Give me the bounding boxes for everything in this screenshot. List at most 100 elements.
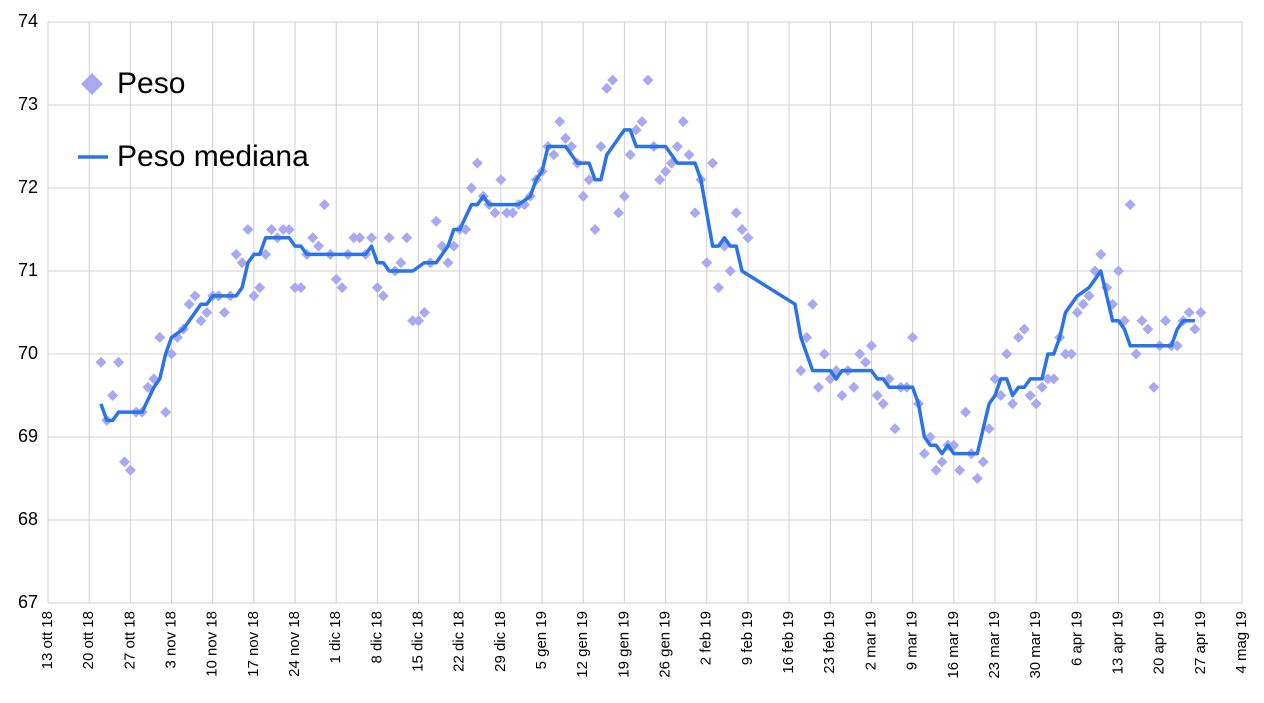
x-tick-label: 8 dic 18: [368, 611, 385, 664]
data-point: [977, 456, 989, 468]
data-point: [218, 307, 230, 318]
data-point: [507, 207, 519, 219]
x-tick-label: 12 gen 19: [574, 611, 591, 678]
x-tick-label: 10 nov 18: [204, 611, 221, 677]
data-point: [630, 124, 642, 136]
y-tick-label: 67: [18, 592, 38, 612]
data-point: [413, 315, 425, 327]
data-point: [707, 157, 719, 169]
data-point: [465, 182, 477, 194]
data-point: [548, 149, 560, 161]
data-point: [254, 282, 266, 294]
data-point: [936, 456, 948, 468]
data-point: [495, 174, 507, 186]
data-point: [154, 331, 166, 343]
data-point: [560, 132, 572, 144]
data-point: [124, 464, 136, 476]
x-tick-label: 9 mar 19: [904, 611, 921, 670]
data-point: [330, 273, 342, 285]
data-point: [607, 74, 619, 86]
data-point: [1095, 248, 1107, 260]
data-point: [318, 199, 330, 211]
x-tick-label: 5 gen 19: [533, 611, 550, 669]
x-tick-label: 26 gen 19: [657, 611, 674, 678]
data-point: [589, 224, 601, 235]
data-point: [118, 456, 130, 468]
data-point: [489, 207, 501, 219]
data-point: [1142, 323, 1154, 335]
data-point: [401, 232, 413, 244]
data-point: [683, 149, 695, 161]
data-point: [795, 365, 807, 377]
data-point: [854, 348, 866, 360]
data-point: [1124, 199, 1136, 211]
data-point: [860, 356, 872, 368]
data-point: [624, 149, 636, 161]
data-point: [1001, 348, 1013, 360]
data-point: [354, 232, 366, 244]
data-point: [807, 298, 819, 310]
data-point: [1042, 373, 1054, 385]
x-tick-label: 3 nov 18: [162, 611, 179, 669]
legend-label: Peso mediana: [117, 140, 309, 173]
data-point: [1160, 315, 1172, 327]
data-point: [371, 282, 383, 294]
data-point: [889, 423, 901, 435]
data-point: [1112, 265, 1124, 277]
data-point: [595, 141, 607, 152]
x-tick-label: 16 feb 19: [780, 611, 797, 674]
x-tick-label: 13 ott 18: [39, 611, 56, 669]
data-point: [195, 315, 207, 327]
data-point: [313, 240, 325, 252]
data-point: [395, 257, 407, 269]
data-point: [554, 116, 566, 128]
data-point: [618, 190, 630, 202]
x-tick-label: 29 dic 18: [492, 611, 509, 672]
data-point: [283, 224, 295, 235]
data-point: [1189, 323, 1201, 335]
data-point: [295, 282, 307, 294]
data-point: [230, 248, 242, 260]
data-point: [160, 406, 172, 418]
x-tick-label: 20 ott 18: [80, 611, 97, 669]
data-point: [113, 356, 125, 368]
data-point: [1071, 307, 1083, 318]
y-tick-label: 71: [18, 260, 38, 280]
data-point: [248, 290, 260, 302]
data-point: [95, 356, 107, 368]
data-point: [377, 290, 389, 302]
data-point: [1183, 307, 1195, 318]
data-point: [242, 224, 254, 235]
data-point: [348, 232, 360, 244]
data-point: [636, 116, 648, 128]
x-tick-label: 2 mar 19: [862, 611, 879, 670]
y-tick-label: 68: [18, 509, 38, 529]
data-point: [365, 232, 377, 244]
data-line: [99, 128, 1195, 456]
data-point: [736, 224, 748, 235]
data-point: [871, 390, 883, 401]
data-point: [442, 257, 454, 269]
data-point: [1148, 381, 1160, 393]
data-point: [1030, 398, 1042, 410]
data-point: [107, 390, 119, 401]
data-point: [1012, 331, 1024, 343]
data-point: [260, 248, 272, 260]
data-point: [960, 406, 972, 418]
data-point: [418, 307, 430, 318]
data-point: [1077, 298, 1089, 310]
data-point: [289, 282, 301, 294]
data-point: [1171, 340, 1183, 352]
x-tick-label: 23 mar 19: [986, 611, 1003, 679]
x-tick-label: 2 feb 19: [698, 611, 715, 665]
x-tick-label: 17 nov 18: [245, 611, 262, 677]
data-point: [983, 423, 995, 435]
data-point: [277, 224, 289, 235]
x-tick-label: 1 dic 18: [327, 611, 344, 664]
data-point: [989, 373, 1001, 385]
x-tick-label: 24 nov 18: [286, 611, 303, 677]
data-point: [865, 340, 877, 352]
data-point: [995, 390, 1007, 401]
x-tick-label: 30 mar 19: [1027, 611, 1044, 679]
data-point: [701, 257, 713, 269]
